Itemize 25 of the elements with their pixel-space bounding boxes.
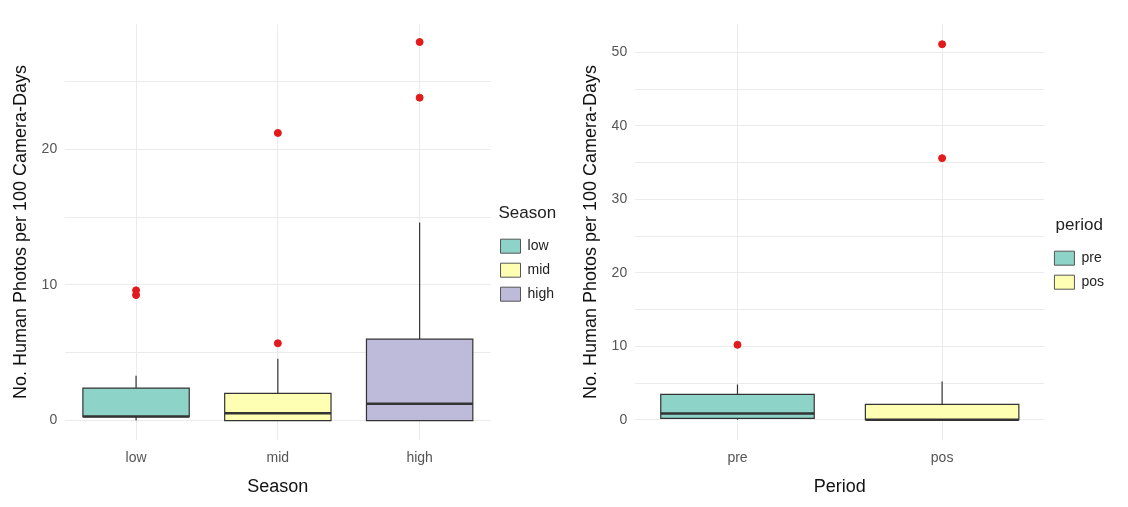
x-axis-title: Period (813, 476, 866, 497)
y-tick-label: 10 (41, 275, 58, 292)
legend-label: pre (1081, 249, 1102, 266)
x-tick-label: pos (930, 448, 954, 465)
legend-title: period (1055, 214, 1103, 234)
y-tick-label: 0 (49, 411, 58, 428)
y-tick-label: 10 (611, 337, 628, 354)
x-tick-label: pre (727, 448, 748, 465)
y-tick-label: 0 (619, 410, 628, 427)
legend-label: low (527, 237, 550, 254)
y-axis-title: No. Human Photos per 100 Camera-Days (9, 64, 30, 400)
y-tick-label: 20 (611, 263, 628, 280)
y-axis-title: No. Human Photos per 100 Camera-Days (579, 64, 600, 400)
y-tick-label: 20 (41, 140, 58, 157)
y-tick-label: 50 (611, 43, 628, 60)
legend-label: high (527, 285, 554, 302)
legend-label: mid (527, 261, 551, 278)
legend-title: Season (498, 202, 557, 222)
y-tick-label: 40 (611, 116, 628, 133)
x-tick-label: low (125, 448, 148, 465)
x-tick-label: high (406, 448, 433, 465)
x-axis-title: Season (247, 476, 309, 497)
legend-label: pos (1081, 273, 1105, 290)
x-tick-label: mid (266, 448, 290, 465)
y-tick-label: 30 (611, 190, 628, 207)
